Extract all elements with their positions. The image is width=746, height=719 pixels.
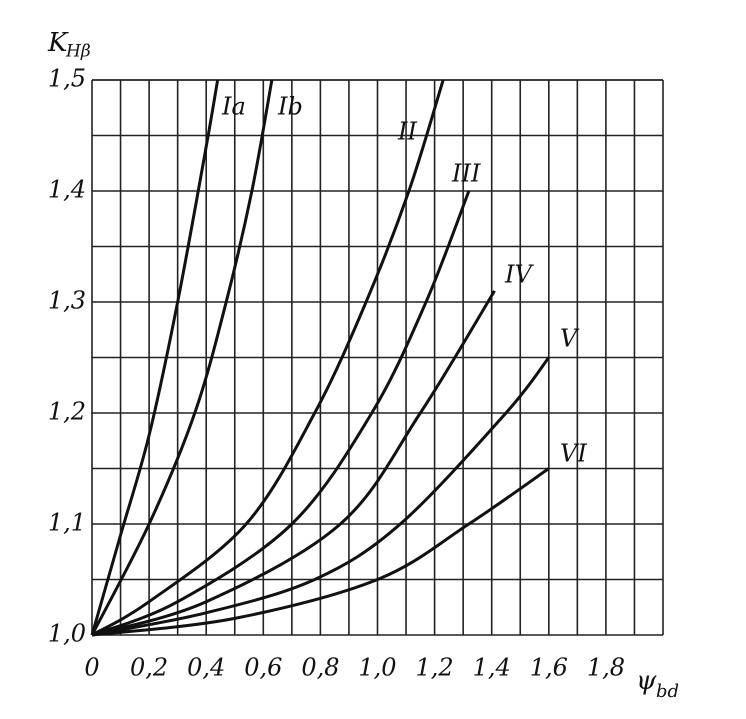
x-tick-label: 1,6 <box>530 654 568 682</box>
x-tick-label: 0 <box>84 654 99 682</box>
curve-label: III <box>451 160 481 188</box>
curve-label: Ib <box>277 93 303 121</box>
curve <box>91 190 471 637</box>
curve <box>90 79 220 636</box>
x-tick-label: 0,8 <box>301 654 339 682</box>
curve-label: VI <box>560 440 587 468</box>
x-axis-label-sub: bd <box>656 681 679 702</box>
x-tick-label: 1,4 <box>473 654 511 682</box>
curve-label: II <box>397 118 417 146</box>
x-tick-label: 1,2 <box>416 654 454 682</box>
y-axis-label-sub: Hβ <box>65 42 91 62</box>
x-axis-label: ψ <box>636 666 657 696</box>
curve <box>91 356 550 637</box>
curve-label: IV <box>504 261 534 289</box>
curve-label: Ia <box>221 93 246 121</box>
x-tick-label: 1,8 <box>587 654 625 682</box>
curve <box>91 290 496 637</box>
curve <box>91 79 445 637</box>
x-tick-label: 0,4 <box>187 654 225 682</box>
x-tick-label: 0,2 <box>130 654 168 682</box>
curve <box>91 467 550 637</box>
y-tick-label: 1,1 <box>48 509 86 537</box>
x-tick-label: 1,0 <box>358 654 396 682</box>
curve <box>90 79 274 636</box>
y-tick-label: 1,3 <box>48 287 86 315</box>
y-tick-label: 1,2 <box>48 398 86 426</box>
y-tick-label: 1,4 <box>48 176 86 204</box>
y-tick-label: 1,0 <box>48 620 86 648</box>
curve-label: V <box>560 325 580 353</box>
x-tick-label: 0,6 <box>244 654 282 682</box>
y-axis-label: K <box>47 28 69 58</box>
y-tick-label: 1,5 <box>48 65 86 93</box>
